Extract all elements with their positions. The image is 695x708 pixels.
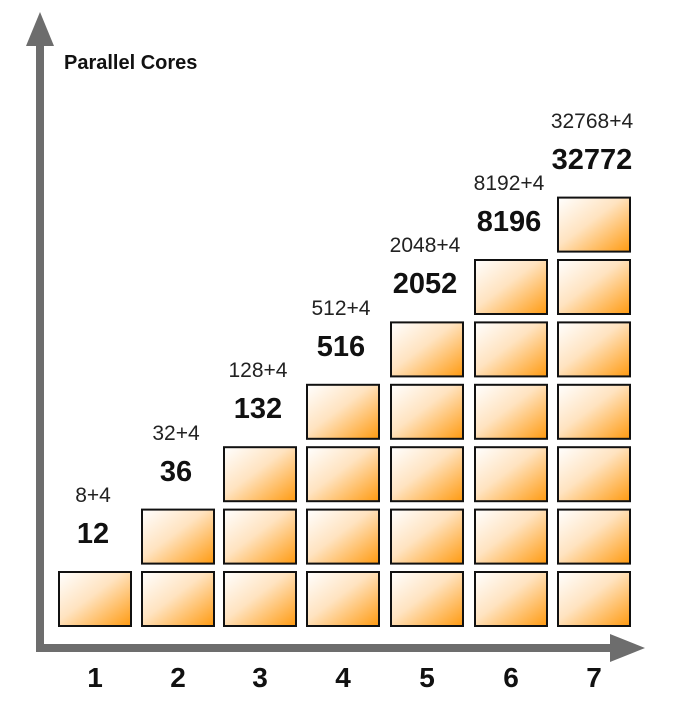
core-box <box>306 446 380 503</box>
core-box <box>474 508 548 565</box>
bar-stacks <box>58 196 631 627</box>
total-data-label: 12 <box>76 518 110 550</box>
formula-data-label: 512+4 <box>311 296 371 320</box>
core-box <box>474 446 548 503</box>
core-box <box>390 508 464 565</box>
total-data-label: 2052 <box>392 268 458 301</box>
x-axis-arrow-icon <box>610 634 645 662</box>
y-axis-label: Parallel Cores <box>64 52 198 74</box>
core-box <box>390 383 464 440</box>
core-box <box>141 571 215 627</box>
core-box <box>390 321 464 378</box>
formula-data-label: 8+4 <box>75 484 111 507</box>
core-box <box>223 446 297 503</box>
core-box <box>557 571 631 627</box>
core-box <box>306 383 380 440</box>
core-box <box>474 571 548 627</box>
core-box <box>557 321 631 378</box>
x-tick-label: 5 <box>419 662 435 693</box>
x-tick-label: 4 <box>335 662 351 693</box>
formula-data-label: 128+4 <box>228 359 288 383</box>
formula-data-label: 32+4 <box>152 421 200 445</box>
formula-data-label: 32768+4 <box>550 109 634 133</box>
x-tick-label: 1 <box>87 662 103 693</box>
core-box <box>223 508 297 565</box>
core-box <box>557 508 631 565</box>
core-box <box>58 571 132 627</box>
x-tick-label: 6 <box>503 662 519 693</box>
core-box <box>306 571 380 627</box>
total-data-label: 132 <box>233 393 283 426</box>
core-box <box>474 259 548 315</box>
total-data-label: 36 <box>159 455 193 488</box>
core-box <box>390 571 464 627</box>
total-data-label: 516 <box>316 330 366 363</box>
core-box <box>474 383 548 440</box>
core-box <box>306 508 380 565</box>
x-tick-label: 7 <box>586 662 602 693</box>
core-box <box>557 259 631 315</box>
core-box <box>557 446 631 503</box>
core-box <box>141 508 215 565</box>
core-box <box>557 196 631 253</box>
core-box <box>390 446 464 503</box>
x-tick-label: 3 <box>252 662 268 693</box>
core-box <box>557 383 631 440</box>
y-axis-arrow-icon <box>26 12 54 46</box>
x-tick-label: 2 <box>170 662 186 693</box>
core-box <box>474 321 548 378</box>
total-data-label: 32772 <box>551 143 633 176</box>
formula-data-label: 8192+4 <box>473 172 545 195</box>
core-box <box>223 571 297 627</box>
total-data-label: 8196 <box>476 206 542 238</box>
formula-data-label: 2048+4 <box>389 234 461 258</box>
